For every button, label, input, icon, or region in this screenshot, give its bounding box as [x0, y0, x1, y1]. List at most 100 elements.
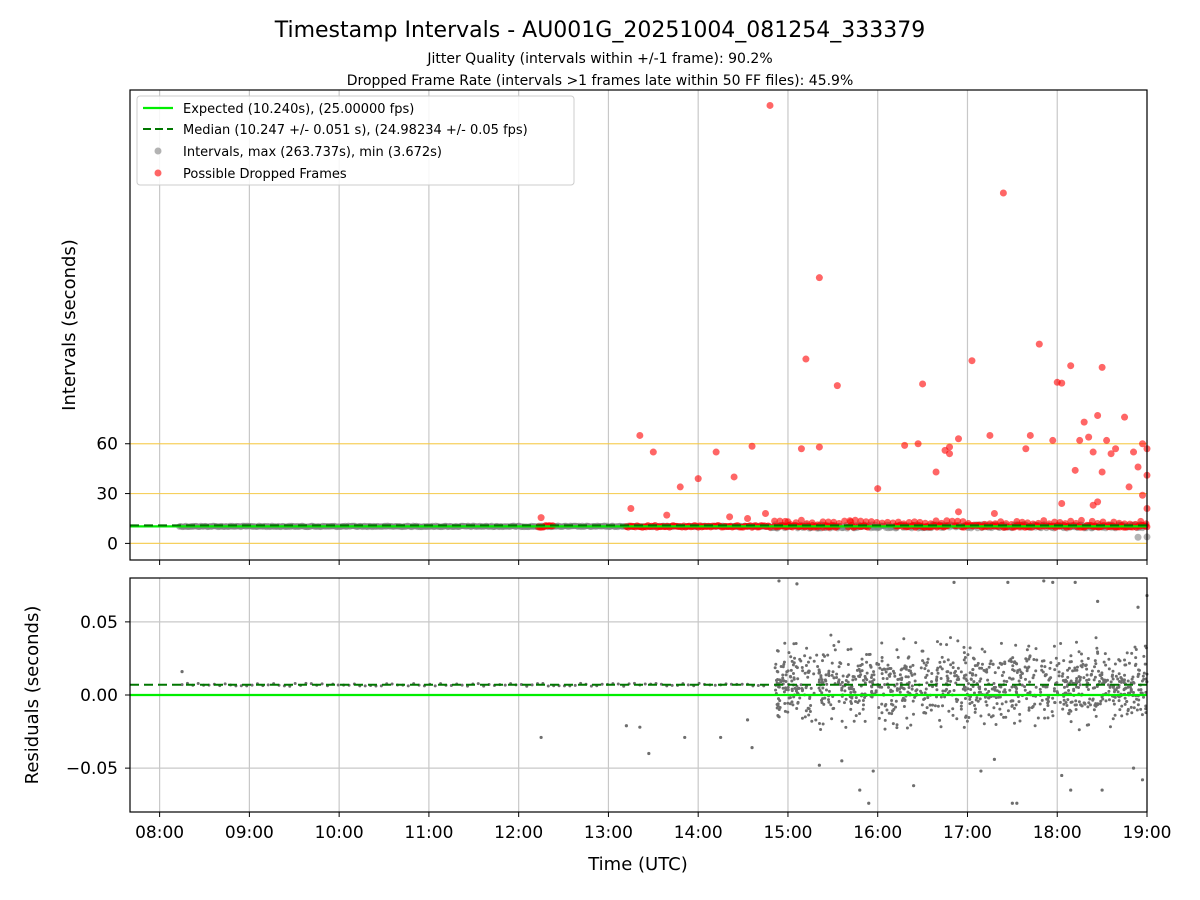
- residual-point: [962, 685, 966, 689]
- residual-point: [1086, 656, 1090, 660]
- residual-point: [774, 678, 778, 682]
- residual-point: [906, 690, 910, 694]
- dropped-frame-point: [798, 516, 805, 524]
- residual-point: [808, 695, 812, 699]
- residual-point: [336, 683, 340, 687]
- residual-point: [940, 667, 944, 671]
- residual-point: [1042, 708, 1046, 712]
- residual-point: [820, 659, 824, 663]
- residual-point: [791, 672, 795, 676]
- residual-point: [1023, 677, 1027, 681]
- residual-point: [817, 668, 821, 672]
- dropped-frame-point: [1085, 433, 1093, 441]
- dropped-frame-point: [955, 508, 963, 516]
- residual-point: [782, 660, 786, 664]
- residual-point: [984, 687, 988, 691]
- intervals-y-tick-label: 0: [107, 534, 118, 554]
- residual-point: [1094, 662, 1098, 666]
- dropped-frame-point: [1067, 517, 1075, 525]
- residual-point: [795, 582, 799, 586]
- residual-point: [1068, 660, 1072, 664]
- residual-point: [1049, 661, 1053, 665]
- residual-point: [908, 665, 912, 669]
- residual-point: [863, 674, 867, 678]
- residual-point: [886, 667, 890, 671]
- chart-title: Timestamp Intervals - AU001G_20251004_08…: [274, 18, 926, 43]
- residual-point: [854, 714, 858, 718]
- residual-point: [857, 667, 861, 671]
- residual-point: [968, 646, 972, 650]
- residual-point: [1072, 687, 1076, 691]
- residual-point: [1088, 697, 1092, 701]
- residual-point: [1014, 690, 1018, 694]
- residual-point: [852, 719, 856, 723]
- dropped-frame-point: [1076, 436, 1084, 444]
- residual-point: [1130, 677, 1134, 681]
- residual-point: [924, 687, 928, 691]
- residual-point: [808, 709, 812, 713]
- residual-point: [1092, 665, 1096, 669]
- residual-point: [939, 725, 943, 729]
- residual-point: [978, 666, 982, 670]
- residual-point: [1057, 670, 1061, 674]
- residual-point: [954, 669, 958, 673]
- residual-point: [840, 719, 844, 723]
- residual-point: [824, 688, 828, 692]
- residual-point: [978, 690, 982, 694]
- residual-point: [974, 673, 978, 677]
- residual-point: [951, 661, 955, 665]
- residual-point: [807, 713, 811, 717]
- residual-point: [647, 751, 651, 756]
- residual-point: [902, 704, 906, 708]
- residual-point: [1069, 720, 1073, 724]
- residual-point: [1123, 702, 1127, 706]
- residual-point: [812, 672, 816, 676]
- residual-point: [792, 676, 796, 680]
- residual-point: [872, 670, 876, 674]
- residual-point: [858, 788, 862, 792]
- residual-point: [956, 666, 960, 670]
- residual-point: [1067, 666, 1071, 670]
- residual-point: [1061, 672, 1065, 676]
- residuals-y-axis-label: Residuals (seconds): [22, 606, 43, 785]
- residual-point: [713, 683, 717, 687]
- residual-point: [852, 687, 856, 691]
- dropped-frame-point: [730, 473, 738, 481]
- residual-point: [1113, 695, 1117, 699]
- residual-point: [887, 711, 891, 715]
- residual-point: [616, 682, 620, 686]
- residual-point: [624, 724, 628, 728]
- dropped-frame-point: [894, 518, 902, 526]
- residual-point: [1046, 716, 1050, 720]
- residual-point: [1119, 676, 1123, 680]
- residual-point: [1014, 643, 1018, 647]
- residual-point: [833, 648, 837, 652]
- residual-point: [800, 689, 804, 693]
- x-tick-label: 15:00: [763, 823, 812, 843]
- residual-point: [1071, 669, 1075, 673]
- residual-point: [969, 688, 973, 692]
- residual-point: [921, 649, 925, 653]
- residual-point: [935, 677, 939, 681]
- residual-point: [1019, 673, 1023, 677]
- residual-point: [1006, 580, 1010, 584]
- dropped-frame-point: [847, 518, 855, 526]
- residual-point: [1065, 704, 1069, 708]
- residual-point: [851, 675, 855, 679]
- dropped-frame-point: [1013, 518, 1021, 525]
- residual-point: [643, 682, 647, 686]
- residual-point: [1085, 667, 1089, 671]
- residual-point: [1028, 654, 1032, 658]
- residual-point: [790, 659, 794, 663]
- residual-point: [825, 682, 829, 686]
- residual-point: [1000, 662, 1004, 666]
- residual-point: [863, 719, 867, 723]
- residual-point: [854, 696, 858, 700]
- residual-point: [792, 642, 796, 646]
- residual-point: [890, 698, 894, 702]
- residual-point: [877, 706, 881, 710]
- residual-point: [789, 668, 793, 672]
- residual-point: [951, 707, 955, 711]
- residual-point: [1031, 705, 1035, 709]
- residual-point: [904, 675, 908, 679]
